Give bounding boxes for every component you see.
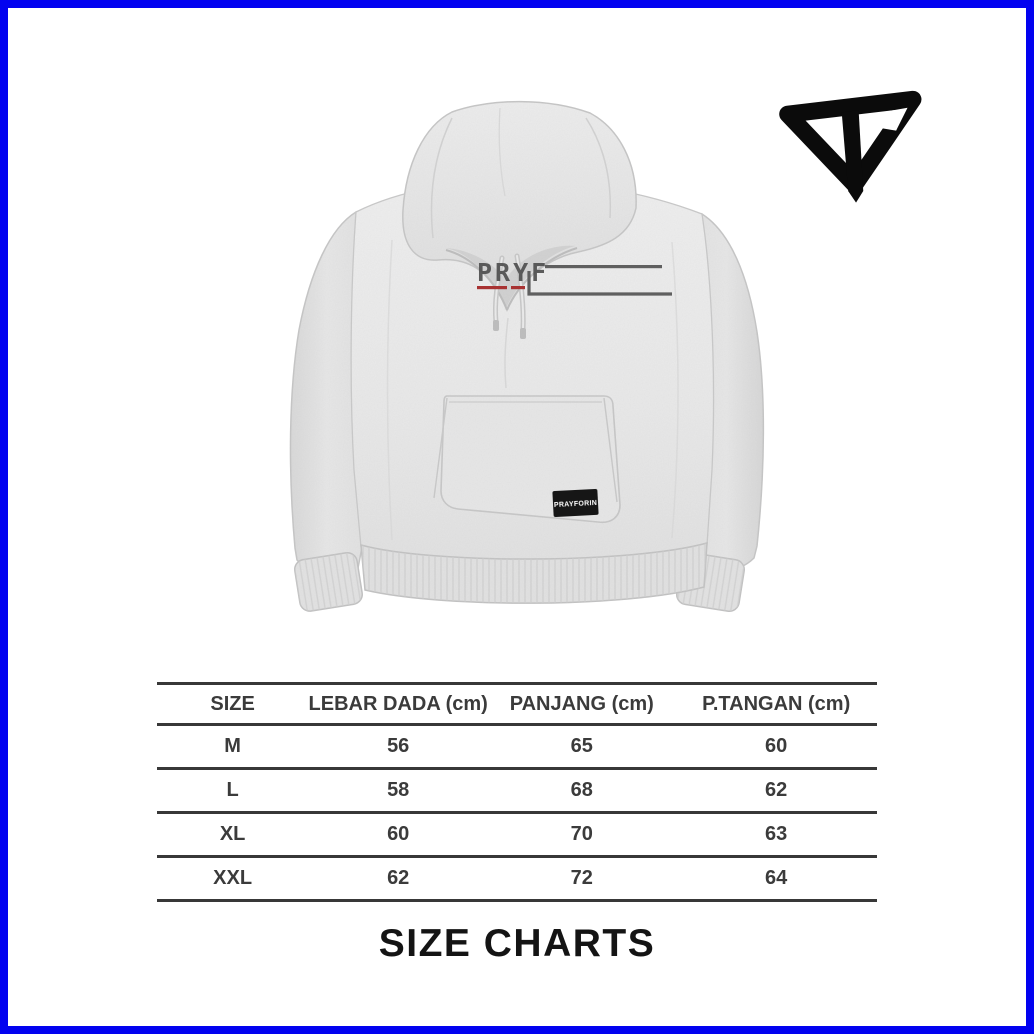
cell-panjang: 68 [570, 779, 593, 801]
table-row-l: L 58 68 62 [157, 770, 877, 814]
cell-panjang: 70 [570, 823, 593, 845]
size-chart-header-row: SIZE LEBAR DADA (cm) PANJANG (cm) P.TANG… [157, 685, 877, 726]
cell-lebar-dada: 60 [387, 823, 410, 845]
table-row-xl: XL 60 70 63 [157, 814, 877, 858]
cell-size: M [224, 735, 241, 757]
brand-logo-icon [779, 90, 922, 203]
hoodie-left-sleeve [289, 210, 364, 612]
table-row-m: M 56 65 60 [157, 726, 877, 770]
col-header-panjang: PANJANG (cm) [509, 692, 654, 715]
print-underline-right [511, 286, 525, 290]
cell-panjang: 72 [570, 867, 593, 889]
cell-size: XXL [213, 867, 253, 889]
cell-lebar-dada: 56 [387, 735, 410, 757]
hoodie-drawstrings [492, 253, 526, 339]
chest-print: PRYF [477, 258, 672, 296]
cell-p-tangan: 62 [765, 779, 788, 801]
hoodie-hem [360, 541, 708, 604]
hoodie-graphic [289, 100, 765, 612]
cell-size: XL [219, 823, 246, 845]
pocket-tag: PRAYFORIN [552, 488, 599, 518]
hoodie-hood [402, 100, 637, 313]
col-header-p-tangan: P.TANGAN (cm) [702, 692, 851, 715]
cell-size: L [226, 779, 239, 801]
print-lower-line [527, 271, 672, 296]
table-row-xxl: XXL 62 72 64 [157, 858, 877, 902]
product-photo: PRYF PRAYFORIN [289, 90, 922, 612]
cell-p-tangan: 63 [765, 823, 788, 845]
page-title: SIZE CHARTS [378, 922, 656, 965]
print-underline-left [477, 286, 507, 290]
cell-lebar-dada: 58 [387, 779, 410, 801]
chest-print-text: PRYF [477, 258, 549, 287]
cell-p-tangan: 60 [765, 735, 788, 757]
cell-lebar-dada: 62 [387, 867, 410, 889]
size-chart-table: SIZE LEBAR DADA (cm) PANJANG (cm) P.TANG… [157, 682, 877, 902]
pocket-tag-text: PRAYFORIN [554, 500, 598, 509]
print-upper-line [545, 265, 662, 269]
cell-p-tangan: 64 [765, 867, 788, 889]
col-header-size: SIZE [210, 692, 255, 715]
col-header-lebar-dada: LEBAR DADA (cm) [308, 692, 488, 715]
cell-panjang: 65 [570, 735, 593, 757]
